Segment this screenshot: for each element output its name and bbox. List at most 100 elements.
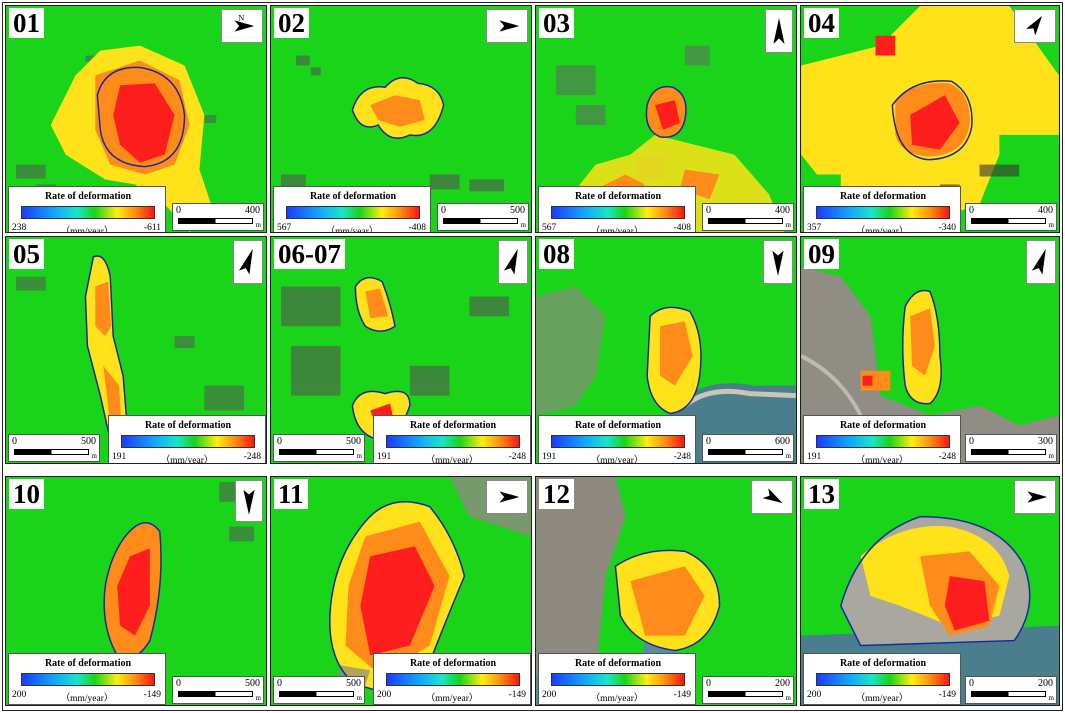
scale-distance: 200	[775, 678, 790, 689]
scale-bar: 0 300 m	[965, 434, 1057, 462]
color-ramp	[816, 435, 950, 448]
deformation-legend: Rate of deformation 191 （mm/year） -248	[373, 415, 531, 463]
color-ramp	[21, 206, 155, 219]
scale-bar: 0 600 m	[702, 434, 794, 462]
legend-max: -149	[508, 690, 526, 700]
legend-max: -340	[938, 223, 956, 233]
scale-unit: m	[356, 694, 362, 702]
panel-label: 08	[539, 239, 574, 269]
panel-10: 10 Rate of deformation 200 （mm/year） -14…	[5, 476, 267, 706]
deformation-legend: Rate of deformation 191 （mm/year） -248	[803, 415, 961, 464]
panel-label: 10	[9, 479, 44, 509]
legend-title: Rate of deformation	[409, 658, 497, 669]
scale-distance: 500	[346, 436, 361, 447]
color-ramp	[551, 673, 685, 686]
scale-unit: m	[1048, 221, 1054, 229]
scale-distance: 300	[1038, 436, 1053, 447]
scale-bar: 0 200 m	[965, 676, 1057, 704]
deformation-legend: Rate of deformation 200 （mm/year） -149	[538, 653, 696, 705]
north-arrow-icon	[1026, 240, 1056, 284]
legend-max: -248	[243, 452, 261, 462]
panel-label: 04	[804, 8, 839, 38]
deformation-legend: Rate of deformation 567 （mm/year） -408	[273, 186, 431, 233]
scale-unit: m	[356, 452, 362, 460]
scale-bar: 0 400 m	[965, 203, 1057, 231]
panel-13: 13 Rate of deformation 200 （mm/year） -14…	[800, 476, 1060, 706]
legend-max: -408	[673, 223, 691, 233]
scale-distance: 600	[775, 436, 790, 447]
scale-bar: 0 200 m	[702, 676, 794, 704]
color-ramp	[386, 673, 520, 686]
panel-02: 02 Rate of deformation 567 （mm/year） -40…	[270, 5, 532, 233]
scale-distance: 500	[346, 678, 361, 689]
legend-unit: （mm/year）	[590, 227, 644, 233]
legend-unit: （mm/year）	[325, 227, 379, 233]
panel-label: 09	[804, 239, 839, 269]
legend-title: Rate of deformation	[574, 658, 662, 669]
deformation-legend: Rate of deformation 191 （mm/year） -248	[538, 415, 696, 464]
north-arrow-icon	[1014, 9, 1056, 43]
color-ramp	[816, 673, 950, 686]
color-ramp	[386, 435, 520, 448]
north-arrow-icon	[233, 240, 263, 284]
scale-unit: m	[785, 694, 791, 702]
deformation-legend: Rate of deformation 567 （mm/year） -408	[538, 186, 696, 233]
legend-unit: （mm/year）	[855, 227, 909, 233]
scale-distance: 400	[775, 205, 790, 216]
legend-unit: （mm/year）	[425, 694, 479, 704]
legend-unit: （mm/year）	[160, 456, 214, 464]
color-ramp	[121, 435, 255, 448]
deformation-legend: Rate of deformation 200 （mm/year） -149	[8, 653, 166, 705]
legend-min: 200	[12, 690, 27, 700]
scale-distance: 500	[245, 678, 260, 689]
scale-unit: m	[255, 221, 261, 229]
scale-bar: 0 400 m	[172, 203, 264, 231]
scale-distance: 400	[1038, 205, 1053, 216]
deformation-legend: Rate of deformation 191 （mm/year） -248	[108, 415, 266, 464]
legend-max: -149	[938, 690, 956, 700]
panel-label: 12	[539, 479, 574, 509]
panel-label: 01	[9, 8, 44, 38]
scale-distance: 200	[1038, 678, 1053, 689]
scale-unit: m	[1048, 694, 1054, 702]
panel-label: 05	[9, 239, 44, 269]
scale-bar: 0 500 m	[437, 203, 529, 231]
legend-min: 200	[807, 690, 822, 700]
legend-unit: （mm/year）	[855, 694, 909, 704]
legend-max: -248	[938, 452, 956, 462]
color-ramp	[551, 435, 685, 448]
panel-05: 05 0 500 m Rate of deformation 191 （mm/ye…	[5, 236, 267, 464]
legend-min: 238	[12, 223, 27, 233]
legend-min: 567	[277, 223, 292, 233]
north-arrow-icon: N	[221, 9, 263, 43]
panel-label: 06-07	[274, 239, 345, 269]
legend-min: 567	[542, 223, 557, 233]
panel-label: 11	[274, 479, 308, 509]
scale-bar: 0 500 m	[172, 676, 264, 704]
scale-unit: m	[785, 221, 791, 229]
legend-unit: （mm/year）	[590, 456, 644, 464]
legend-min: 191	[112, 452, 127, 462]
legend-title: Rate of deformation	[839, 191, 927, 202]
scale-unit: m	[520, 221, 526, 229]
scale-distance: 400	[245, 205, 260, 216]
panel-04: 04 Rate of deformation 357 （mm/year） -34…	[800, 5, 1060, 233]
scale-unit: m	[91, 452, 97, 460]
legend-max: -248	[508, 452, 526, 462]
legend-unit: （mm/year）	[855, 456, 909, 464]
north-arrow-icon	[235, 480, 263, 522]
color-ramp	[21, 673, 155, 686]
scale-unit: m	[255, 694, 261, 702]
scale-unit: m	[785, 452, 791, 460]
north-arrow-icon	[486, 480, 528, 514]
north-arrow-icon	[751, 480, 793, 514]
legend-max: -248	[673, 452, 691, 462]
svg-text:N: N	[238, 12, 244, 22]
deformation-legend: Rate of deformation 357 （mm/year） -340	[803, 186, 961, 233]
legend-unit: （mm/year）	[60, 694, 114, 704]
scale-distance: 500	[81, 436, 96, 447]
panel-12: 12 Rate of deformation 200 （mm/year） -14…	[535, 476, 797, 706]
scale-distance: 500	[510, 205, 525, 216]
scale-unit: m	[1048, 452, 1054, 460]
legend-unit: （mm/year）	[590, 694, 644, 704]
